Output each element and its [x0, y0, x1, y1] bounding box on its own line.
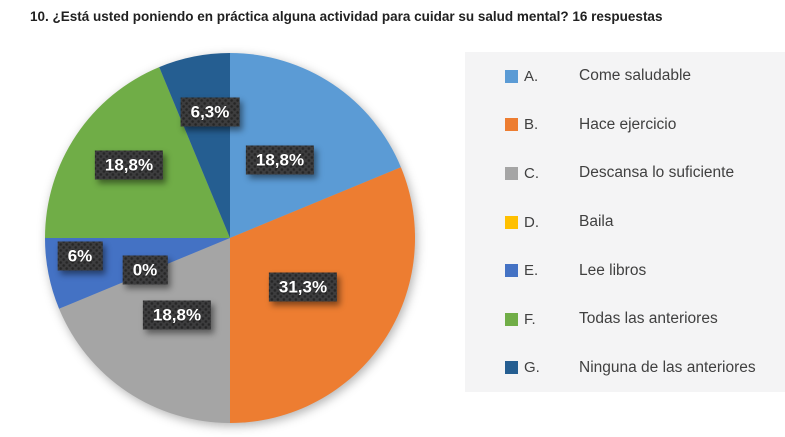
legend-swatch-e: [505, 264, 518, 278]
pie-slice-f[interactable]: [44, 67, 230, 238]
legend-letter-a: A.: [524, 67, 539, 85]
legend-letter-c: C.: [524, 164, 539, 182]
legend-label-c: Descansa lo suficiente: [579, 164, 735, 182]
pie-value-label-f: 18,8%: [95, 151, 163, 180]
legend-label-f: Todas las anteriores: [579, 310, 718, 328]
legend-swatch-g: [505, 361, 518, 375]
legend-swatch-f: [505, 312, 518, 326]
legend-label-b: Hace ejercicio: [579, 115, 677, 133]
pie-slice-g[interactable]: [159, 53, 230, 238]
legend-swatch-c: [505, 166, 518, 180]
pie-value-label-b: 31,3%: [269, 273, 337, 302]
legend-letter-d: D.: [524, 213, 539, 231]
legend: A. Come saludable B. Hace ejercicio C. Descan…: [465, 52, 785, 392]
legend-label-d: Baila: [579, 213, 614, 231]
legend-item-f[interactable]: F. Todas las anteriores: [465, 295, 785, 344]
pie-slice-a[interactable]: [230, 53, 401, 238]
legend-letter-b: B.: [524, 116, 539, 134]
legend-item-a[interactable]: A. Come saludable: [465, 52, 785, 101]
legend-item-c[interactable]: C. Descansa lo suficiente: [465, 149, 785, 198]
legend-letter-g: G.: [524, 359, 540, 377]
legend-swatch-a: [505, 69, 518, 83]
pie-value-label-c: 18,8%: [143, 301, 211, 330]
legend-letter-f: F.: [524, 310, 536, 328]
legend-item-e[interactable]: E. Lee libros: [465, 246, 785, 295]
legend-item-d[interactable]: D. Baila: [465, 198, 785, 247]
legend-label-e: Lee libros: [579, 261, 647, 279]
legend-swatch-b: [505, 118, 518, 132]
legend-label-a: Come saludable: [579, 67, 692, 85]
legend-label-g: Ninguna de las anteriores: [579, 358, 756, 376]
pie-value-label-g: 6,3%: [181, 98, 240, 127]
pie-value-label-d: 0%: [123, 256, 168, 285]
pie-slice-c[interactable]: [59, 238, 230, 423]
legend-item-b[interactable]: B. Hace ejercicio: [465, 101, 785, 150]
legend-letter-e: E.: [524, 262, 539, 280]
pie-value-label-e: 6%: [58, 242, 103, 271]
pie-value-label-a: 18,8%: [246, 146, 314, 175]
legend-item-g[interactable]: G. Ninguna de las anteriores: [465, 343, 785, 392]
legend-swatch-d: [505, 215, 518, 229]
chart-title: 10. ¿Está usted poniendo en práctica alg…: [30, 9, 663, 24]
